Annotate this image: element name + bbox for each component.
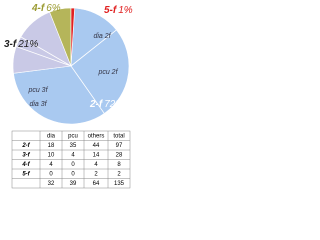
slice-value: 21%: [17, 39, 38, 50]
slice-label: 4-f 6%: [31, 3, 61, 14]
slice-name: 2-f: [89, 99, 104, 110]
table-row-label: 2-f: [21, 143, 30, 149]
table-header: others: [88, 133, 105, 139]
table-cell: 0: [49, 171, 53, 177]
segment-label: pcu 3f: [27, 87, 48, 94]
table-cell: 97: [116, 143, 123, 149]
table-cell: 4: [94, 162, 98, 168]
slice-name: 3-f: [4, 39, 18, 50]
table-cell: 4: [71, 152, 75, 158]
segment-divider: [70, 65, 105, 114]
segment-divider: [70, 29, 117, 67]
table-header: pcu: [68, 133, 78, 139]
table-header: dia: [47, 133, 56, 139]
table-row-label: 5-f: [22, 171, 30, 177]
table-cell: 44: [93, 143, 100, 149]
table-cell: 32: [48, 181, 55, 187]
table-cell: 0: [71, 162, 75, 168]
table-row-label: 4-f: [21, 162, 30, 168]
table-cell: 2: [117, 171, 121, 177]
table-cell: 135: [114, 181, 125, 187]
segment-label: dia 3f: [29, 101, 47, 108]
slice-label: 2-f 72%: [89, 99, 124, 110]
table-cell: 4: [49, 162, 53, 168]
table-cell: 18: [48, 143, 55, 149]
slice-label: 5-f 1%: [104, 5, 133, 16]
slice-value: 1%: [118, 5, 133, 16]
slice-label: 3-f 21%: [4, 39, 38, 50]
table-cell: 2: [94, 171, 98, 177]
segment-divider: [20, 36, 72, 67]
table-cell: 39: [70, 181, 77, 187]
table-cell: 14: [93, 152, 100, 158]
table-cell: 0: [71, 171, 75, 177]
table-cell: 8: [117, 162, 121, 168]
table-header: total: [113, 133, 124, 139]
table-cell: 35: [70, 143, 77, 149]
table-cell: 10: [48, 152, 55, 158]
table-row-label: 3-f: [22, 152, 30, 158]
pie-slice: [70, 7, 75, 67]
slice-value: 6%: [46, 3, 61, 14]
segment-label: pcu 2f: [97, 69, 118, 76]
segment-label: dia 2f: [93, 33, 111, 40]
slice-value: 72%: [104, 99, 124, 110]
slice-name: 4-f: [31, 3, 46, 14]
segment-divider: [16, 46, 72, 67]
table-cell: 28: [116, 152, 123, 158]
table-cell: 64: [93, 181, 100, 187]
slice-name: 5-f: [104, 5, 118, 16]
